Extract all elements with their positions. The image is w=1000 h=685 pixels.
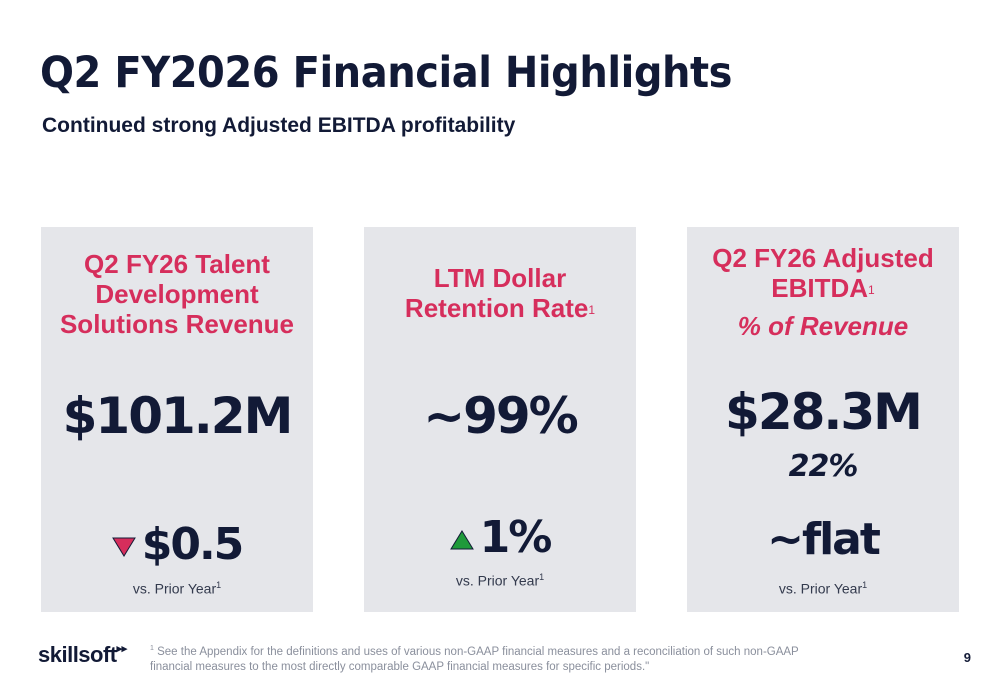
card-title: LTM Dollar Retention Rate1 (374, 263, 626, 323)
card-percent: 22% (788, 449, 859, 484)
card-adjusted-ebitda: Q2 FY26 Adjusted EBITDA1 % of Revenue $2… (687, 227, 959, 612)
vs-text: vs. Prior Year (455, 572, 540, 589)
skillsoft-logo: skillsoft▸▸ (38, 642, 127, 668)
card-value: ~99% (423, 387, 579, 445)
card-title-line: Q2 FY26 Talent (84, 249, 270, 279)
card-title: Q2 FY26 Adjusted EBITDA1 % of Revenue (697, 243, 949, 341)
card-title-line: Solutions Revenue (59, 309, 295, 339)
card-change: $0.5 (41, 519, 313, 570)
card-value: $101.2M (62, 387, 294, 445)
card-vs-label: vs. Prior Year1 (41, 580, 313, 597)
footnote: 1 See the Appendix for the definitions a… (150, 641, 800, 675)
slide-title: Q2 FY2026 Financial Highlights (40, 48, 732, 98)
play-arrows-icon: ▸▸ (116, 643, 128, 655)
footnote-marker: 1 (150, 645, 154, 652)
card-title-line: Development (95, 279, 259, 309)
footnote-marker: 1 (539, 572, 545, 582)
logo-text: skillsoft (38, 642, 117, 667)
card-vs-label: vs. Prior Year1 (687, 580, 959, 597)
footnote-marker: 1 (862, 580, 868, 590)
card-talent-revenue: Q2 FY26 Talent Development Solutions Rev… (41, 227, 313, 612)
card-change-value: $0.5 (141, 519, 245, 570)
card-title-line: Q2 FY26 Adjusted (712, 243, 934, 273)
card-retention-rate: LTM Dollar Retention Rate1 ~99% 1% vs. P… (364, 227, 636, 612)
card-title-line: LTM Dollar (433, 263, 567, 293)
card-change-value: ~flat (767, 514, 881, 565)
footnote-marker: 1 (216, 580, 222, 590)
footnote-text: See the Appendix for the definitions and… (150, 645, 799, 673)
footnote-marker: 1 (868, 283, 875, 297)
up-triangle-icon (449, 530, 474, 550)
slide-subtitle: Continued strong Adjusted EBITDA profita… (42, 114, 516, 137)
vs-text: vs. Prior Year (778, 580, 863, 597)
vs-text: vs. Prior Year (132, 580, 217, 597)
footnote-marker: 1 (588, 303, 596, 317)
card-title-line: EBITDA (771, 273, 869, 303)
card-vs-label: vs. Prior Year1 (364, 572, 636, 589)
down-triangle-icon (111, 537, 136, 557)
card-title-line: Retention Rate (404, 293, 589, 323)
card-title: Q2 FY26 Talent Development Solutions Rev… (51, 249, 303, 339)
page-number: 9 (963, 650, 971, 665)
card-change-value: 1% (479, 512, 553, 563)
card-change: 1% (364, 512, 636, 563)
card-subtitle: % of Revenue (737, 311, 909, 341)
card-value: $28.3M (725, 383, 923, 441)
